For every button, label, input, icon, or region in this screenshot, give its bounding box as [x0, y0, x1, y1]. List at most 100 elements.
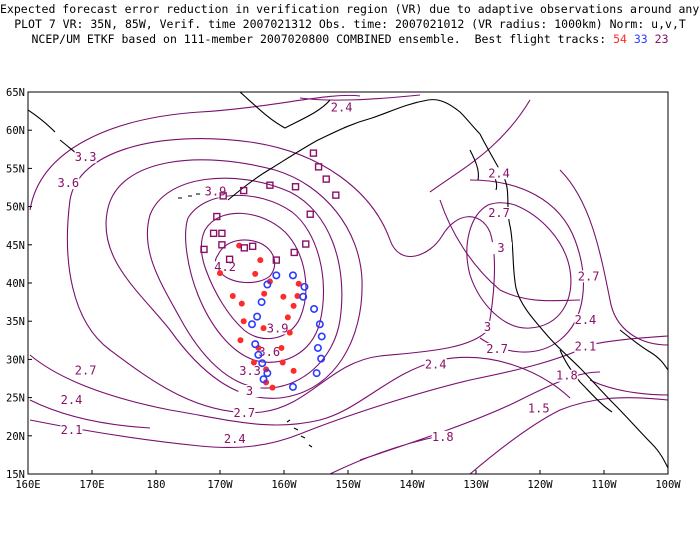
header-line-2: PLOT 7 VR: 35N, 85W, Verif. time 2007021… [14, 17, 686, 31]
track-54-point [295, 280, 302, 287]
track-23-point [314, 163, 323, 171]
contour-label-bg [74, 151, 97, 164]
contour-label-bg [486, 342, 509, 355]
contour-label: 2.4 [575, 313, 597, 327]
header-line-3-prefix: NCEP/UM ETKF based on 111-member 2007020… [31, 32, 614, 46]
track-33-point [263, 280, 272, 289]
contour-2.4-east [429, 99, 581, 302]
contour-label: 3.3 [75, 150, 97, 164]
hawaii-islands [286, 419, 313, 448]
track-23-point [218, 229, 226, 238]
track-23-point [291, 183, 300, 191]
contour-label-bg [233, 407, 256, 420]
track-23-point [248, 242, 257, 251]
contour-label: 3.9 [267, 321, 289, 335]
track-54-count: 54 [613, 32, 627, 46]
y-tick-label: 60N [6, 125, 25, 137]
y-tick-label: 55N [6, 163, 25, 175]
contour-1.8-east [589, 379, 668, 396]
contour-label: 2.1 [575, 340, 597, 354]
x-tick-label: 140W [399, 479, 425, 491]
x-tick-label: 150W [335, 479, 361, 491]
contour-label: 2.4 [488, 166, 510, 180]
track-33-point [317, 332, 326, 341]
contour-label-bg [330, 101, 353, 114]
track-23-point [209, 229, 218, 238]
contour-2.4-ne [299, 94, 421, 101]
track-33-point [248, 320, 257, 329]
x-tick-label: 120W [527, 479, 553, 491]
contour-3.0 [105, 159, 363, 399]
x-tick-label: 170E [79, 479, 104, 491]
contour-2.7-east [469, 179, 584, 353]
track-54-point [261, 290, 268, 297]
track-23-point [218, 241, 226, 249]
track-54-point [294, 292, 301, 299]
contour-label: 2.4 [331, 101, 353, 115]
track-33-point [272, 271, 281, 280]
x-tick-label: 180 [147, 479, 166, 491]
contour-label: 1.8 [556, 369, 578, 383]
y-tick-label: 20N [6, 431, 25, 443]
track-23-point [309, 149, 318, 157]
contour-label: 3 [497, 241, 504, 255]
x-tick-label: 110W [591, 479, 617, 491]
track-54-point [250, 359, 257, 366]
header-line-1: Expected forecast error reduction in ver… [0, 2, 700, 16]
contour-1.8 [329, 371, 601, 474]
track-23-point [240, 244, 249, 252]
contour-label: 3 [246, 384, 253, 398]
contour-label: 2.7 [486, 342, 508, 356]
track-23-point [200, 245, 208, 254]
contour-label: 3.3 [239, 364, 261, 378]
track-33-point [310, 304, 319, 313]
coastlines [28, 92, 668, 469]
contour-label: 2.7 [75, 363, 97, 377]
y-tick-label: 65N [6, 87, 25, 99]
track-23-point [302, 240, 310, 248]
contour-label: 2.4 [425, 357, 447, 371]
aleutians [178, 193, 216, 199]
track-54-point [284, 314, 291, 321]
track-54-point [229, 292, 236, 299]
track-33-point [257, 298, 266, 307]
track-23-point [225, 255, 234, 264]
contour-lines [29, 94, 668, 474]
contour-label-bg [204, 185, 227, 198]
contour-2.4-east2 [559, 169, 668, 346]
x-tick-label: 170W [207, 479, 233, 491]
track-54-point [257, 257, 264, 264]
track-23-point [219, 192, 227, 200]
x-tick-label: 160E [15, 479, 40, 491]
contour-label-bg [238, 385, 261, 398]
contour-label: 2.1 [61, 423, 83, 437]
track-33-point [317, 354, 326, 363]
contour-label-bg [74, 364, 97, 377]
contour-label-bg [555, 369, 578, 382]
track-33-point [259, 375, 268, 384]
contour-label-bg [527, 402, 550, 415]
baja-coast [559, 349, 613, 413]
track-54-point [280, 293, 287, 300]
track-33-point [253, 312, 262, 321]
contour-label-bg [574, 340, 597, 353]
x-tick-label: 100W [655, 479, 681, 491]
track-33-count: 33 [633, 32, 648, 46]
track-54-point [238, 300, 245, 307]
contour-label: 1.5 [528, 402, 550, 416]
contour-2.4-west [29, 94, 571, 426]
track-23-point [266, 181, 274, 189]
track-23-point [306, 210, 314, 218]
y-tick-label: 15N [6, 469, 25, 481]
contour-label: 2.7 [578, 269, 600, 283]
y-tick-label: 50N [6, 202, 25, 214]
contour-label-bg [258, 346, 281, 359]
track-54-point [260, 325, 267, 332]
gulf-coast [619, 329, 668, 371]
track-23-point [239, 186, 248, 195]
contour-3.6 [185, 194, 325, 363]
track-33-point [258, 359, 267, 368]
alaska-north [239, 92, 331, 129]
y-tick-label: 40N [6, 278, 25, 290]
